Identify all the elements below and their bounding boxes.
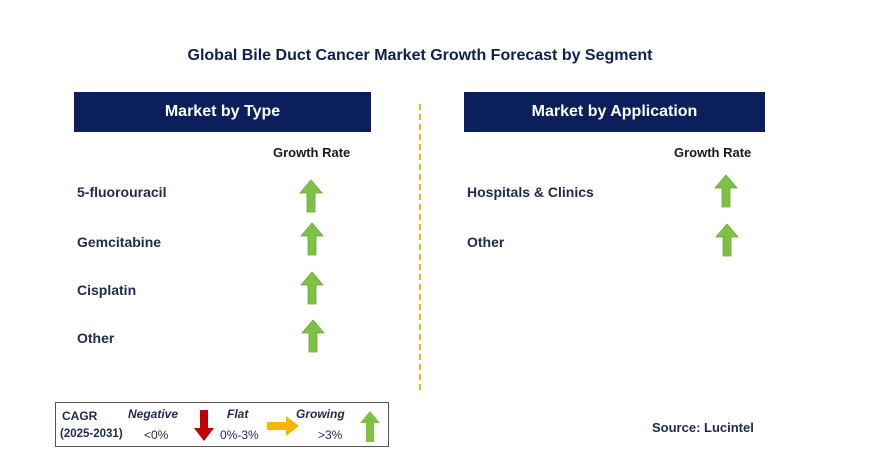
green-up-arrow-icon: [715, 223, 739, 257]
green-up-arrow-icon: [301, 319, 325, 353]
green-up-arrow-icon: [714, 174, 738, 208]
legend-flat-range: 0%-3%: [220, 428, 259, 442]
type-row-label-2: Gemcitabine: [77, 234, 162, 250]
cagr-legend: CAGR (2025-2031) Negative <0% Flat 0%-3%…: [55, 402, 389, 447]
type-growth-rate-header: Growth Rate: [273, 145, 351, 160]
application-row-label-2: Other: [467, 234, 505, 250]
green-up-arrow-icon: [299, 179, 323, 213]
market-by-type-header: Market by Type: [74, 92, 371, 132]
legend-flat-label: Flat: [227, 407, 249, 421]
panel-divider: [419, 104, 421, 390]
green-up-arrow-icon: [300, 222, 324, 256]
legend-growing-label: Growing: [296, 407, 345, 421]
application-row-label-1: Hospitals & Clinics: [467, 184, 594, 200]
market-by-application-header: Market by Application: [464, 92, 765, 132]
yellow-right-arrow-icon: [267, 416, 299, 436]
legend-cagr-label: CAGR: [62, 409, 98, 423]
application-growth-rate-header: Growth Rate: [674, 145, 752, 160]
legend-negative-range: <0%: [144, 428, 169, 442]
type-row-label-1: 5-fluorouracil: [77, 184, 167, 200]
chart-title: Global Bile Duct Cancer Market Growth Fo…: [187, 47, 653, 64]
type-row-label-4: Other: [77, 330, 115, 346]
legend-growing-range: >3%: [318, 428, 343, 442]
green-up-arrow-icon: [360, 411, 380, 442]
source-note: Source: Lucintel: [652, 420, 754, 435]
type-row-label-3: Cisplatin: [77, 282, 137, 298]
legend-period: (2025-2031): [60, 428, 123, 440]
red-down-arrow-icon: [194, 410, 214, 441]
legend-negative-label: Negative: [128, 407, 179, 421]
green-up-arrow-icon: [300, 271, 324, 305]
